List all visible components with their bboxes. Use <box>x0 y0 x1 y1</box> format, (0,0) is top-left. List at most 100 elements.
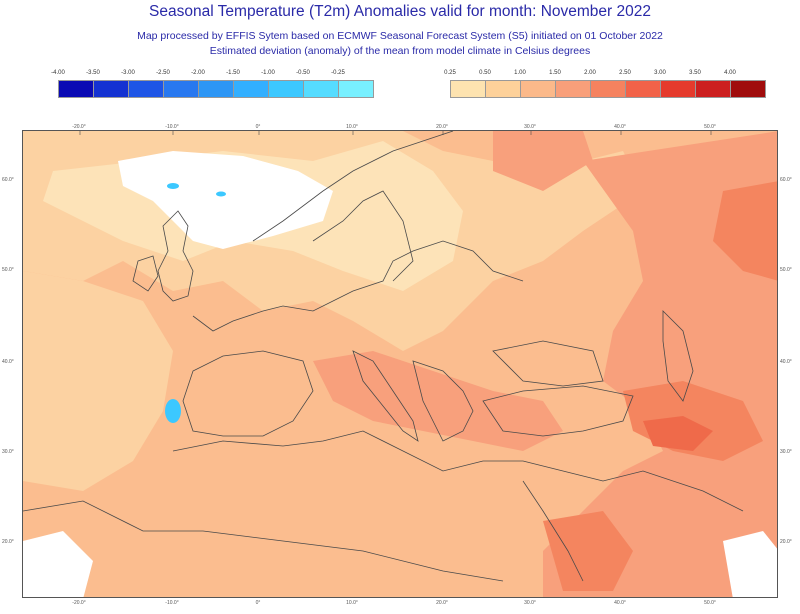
lon-label: 20.0° <box>436 124 448 130</box>
warm-legend <box>450 80 766 98</box>
anomaly-map-svg <box>23 131 777 597</box>
cold-legend-ticks: -4.00 -3.50 -3.00 -2.50 -2.00 -1.50 -1.00 -0.50… <box>51 70 384 80</box>
border-middle-east <box>562 470 744 512</box>
lon-label: 30.0° <box>524 124 536 130</box>
anomaly-zone-warm-med <box>313 351 563 451</box>
coastline-continental-europe <box>192 240 524 332</box>
lon-label: 50.0° <box>704 600 716 606</box>
anomaly-zone-hottest-iran <box>643 416 713 451</box>
lat-label: 20.0° <box>2 539 14 545</box>
lon-label: -20.0° <box>72 600 86 606</box>
map-title: Seasonal Temperature (T2m) Anomalies val… <box>149 3 651 20</box>
map-subtitle-source: Map processed by EFFIS Sytem based on EC… <box>137 30 663 42</box>
legend-tick-label: 0.25 <box>444 70 456 76</box>
legend-swatch <box>198 80 234 98</box>
lon-label: 40.0° <box>614 124 626 130</box>
legend-swatch <box>58 80 94 98</box>
coastline-ireland <box>132 255 159 292</box>
anomaly-zone-neutral-sw <box>23 531 93 597</box>
lat-label: 60.0° <box>2 177 14 183</box>
legend-tick-label: -4.00 <box>51 70 65 76</box>
lon-label: -20.0° <box>72 124 86 130</box>
coastlines <box>23 131 744 582</box>
legend-swatch <box>555 80 591 98</box>
legend-swatch <box>590 80 626 98</box>
coastline-red-sea <box>522 480 584 582</box>
legend-tick-label: 3.50 <box>689 70 701 76</box>
legend-swatch <box>450 80 486 98</box>
anomaly-zone-neutral-se <box>723 531 777 597</box>
legend-tick-label: -0.25 <box>331 70 345 76</box>
lat-label: 30.0° <box>780 449 792 455</box>
lon-labels-top-outer: -20.0° -10.0° 0° 10.0° 20.0° 30.0° 40.0°… <box>22 124 778 130</box>
lat-label: 40.0° <box>2 359 14 365</box>
legend-swatch <box>303 80 339 98</box>
lon-label: 10.0° <box>346 124 358 130</box>
anomaly-zone-neutral <box>118 151 333 249</box>
legend-swatch <box>660 80 696 98</box>
coastline-balkans-greece <box>412 360 474 442</box>
legend-swatch <box>520 80 556 98</box>
anomaly-zone-warm-north <box>493 131 593 191</box>
lon-label: 0° <box>255 600 261 606</box>
cold-legend <box>58 80 374 98</box>
legend-swatch <box>730 80 766 98</box>
map-subtitle-units: Estimated deviation (anomaly) of the mea… <box>209 45 591 57</box>
lon-label: 20.0° <box>436 600 448 606</box>
legend-swatch <box>233 80 269 98</box>
lat-label: 60.0° <box>780 177 792 183</box>
legend-tick-label: 4.00 <box>724 70 736 76</box>
anomaly-zone-hot-russia <box>713 181 777 281</box>
legend-tick-label: 0.50 <box>479 70 491 76</box>
legend-swatch <box>163 80 199 98</box>
legend-tick-label: -0.50 <box>296 70 310 76</box>
legend-tick-label: 2.00 <box>584 70 596 76</box>
coastline-north-africa <box>172 430 564 472</box>
legend-tick-label: -2.00 <box>191 70 205 76</box>
lat-label: 50.0° <box>780 267 792 273</box>
lon-label: 0° <box>255 124 261 130</box>
legend-tick-label: 2.50 <box>619 70 631 76</box>
coastline-italy <box>352 350 419 442</box>
lat-label: 20.0° <box>780 539 792 545</box>
legend-tick-label: 1.50 <box>549 70 561 76</box>
lon-label: 50.0° <box>704 124 716 130</box>
legend-swatch <box>625 80 661 98</box>
anomaly-spot-cold-iberia <box>165 399 181 423</box>
anomaly-map: -20.0° -10.0° 0° 10.0° 20.0° 30.0° 40.0°… <box>22 130 778 598</box>
legend-swatch <box>338 80 374 98</box>
lat-label: 30.0° <box>2 449 14 455</box>
legend-tick-label: -2.50 <box>156 70 170 76</box>
lat-labels-right: 60.0° 50.0° 40.0° 30.0° 20.0° <box>780 130 800 598</box>
coastline-turkey <box>482 385 634 437</box>
lat-label: 50.0° <box>2 267 14 273</box>
legend-swatch <box>93 80 129 98</box>
anomaly-zone-warm-east <box>543 131 777 597</box>
anomaly-zone-light-atlantic <box>23 271 173 491</box>
coastline-iberia <box>182 350 314 437</box>
lon-label: 40.0° <box>614 600 626 606</box>
legend-tick-label: 1.00 <box>514 70 526 76</box>
lon-labels-bottom: -20.0° -10.0° 0° 10.0° 20.0° 30.0° 40.0°… <box>22 600 778 606</box>
lat-label: 40.0° <box>780 359 792 365</box>
legend-tick-label: 3.00 <box>654 70 666 76</box>
border-north-africa-lower <box>23 500 504 582</box>
legend-swatch <box>485 80 521 98</box>
coastline-caspian <box>662 310 694 402</box>
legend-tick-label: -3.50 <box>86 70 100 76</box>
legend-swatch <box>128 80 164 98</box>
warm-legend-ticks: 0.25 0.50 1.00 1.50 2.00 2.50 3.00 3.50 4.00 <box>444 70 744 80</box>
lat-labels-left: 60.0° 50.0° 40.0° 30.0° 20.0° <box>2 130 22 598</box>
legend-swatch <box>268 80 304 98</box>
graticule-ticks <box>79 131 712 135</box>
coastline-black-sea <box>492 340 604 387</box>
anomaly-zone-hot-arabia <box>543 511 633 591</box>
lon-label: -10.0° <box>165 124 179 130</box>
lon-label: -10.0° <box>165 600 179 606</box>
anomaly-spot-cold-norway-2 <box>216 191 226 197</box>
legend-tick-label: -1.00 <box>261 70 275 76</box>
legend-tick-label: -3.00 <box>121 70 135 76</box>
anomaly-spot-cold-norway-1 <box>167 183 179 189</box>
coastline-britain <box>157 210 194 302</box>
legend-tick-label: -1.50 <box>226 70 240 76</box>
